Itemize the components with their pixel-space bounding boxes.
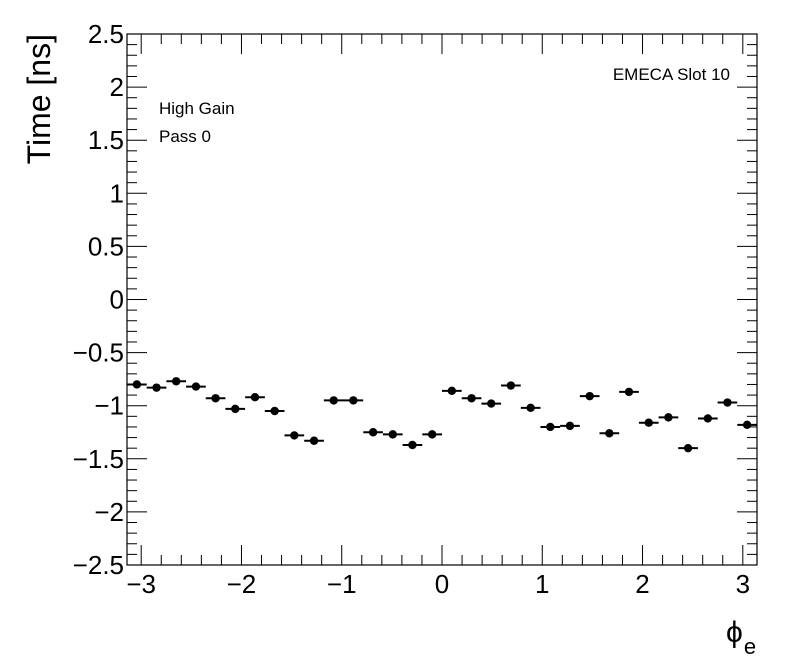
y-tick-label: −1.5 [73,444,124,474]
data-point-marker [605,429,614,438]
data-point-marker [506,381,516,390]
data-point [520,403,541,413]
data-point-marker [171,377,181,386]
data-point [540,422,561,432]
y-tick-label: 1.5 [88,125,124,155]
data-point-marker [250,393,260,402]
x-axis-title-subscript: e [744,634,756,659]
data-point [363,428,383,437]
data-point-marker [349,396,358,405]
data-point-marker [132,380,142,389]
data-point [422,430,443,439]
data-point-marker [329,396,338,405]
x-tick-label: 1 [535,569,549,599]
data-point-marker [368,428,378,437]
x-axis-title: ϕe [726,616,756,659]
x-tick-label: 3 [736,569,750,599]
x-tick-label: 0 [435,569,449,599]
data-point [146,383,167,392]
data-point-marker [408,440,417,450]
data-point-marker [427,430,437,439]
data-point [264,406,285,416]
data-point-marker [644,418,653,427]
y-tick-label: 2 [110,72,124,102]
y-tick-label: −2.5 [73,550,124,580]
x-tick-label: 2 [635,569,649,599]
data-point [697,414,718,423]
pass-label: Pass 0 [159,127,211,146]
y-axis-title: Time [ns] [21,34,57,164]
data-point [717,398,738,407]
data-point [402,440,423,450]
gain-label: High Gain [159,99,235,118]
data-point [658,413,679,422]
x-tick-label: −1 [327,569,357,599]
y-tick-label: −2 [94,497,124,527]
data-point [225,404,246,414]
data-point [678,443,698,453]
data-point [737,420,757,430]
x-axis-title-symbol: ϕ [726,616,743,649]
y-tick-label: 0.5 [88,231,124,261]
data-point-marker [703,414,713,423]
data-point-marker [447,386,457,396]
data-point [284,431,305,440]
data-point [599,429,620,438]
data-point [501,381,521,390]
data-point [382,430,403,439]
data-point-marker [388,430,397,439]
data-points [127,377,757,453]
data-point-marker [467,394,476,403]
data-point [481,399,502,408]
data-point-marker [683,443,693,453]
data-point [343,396,364,405]
data-point [245,393,265,402]
data-point [323,396,344,405]
data-point-marker [191,382,201,391]
plot-frame [126,33,758,566]
data-point-marker [290,431,299,440]
data-point-marker [487,399,496,408]
data-point-marker [211,394,220,403]
tick-labels: −2.5 −2 −1.5 −1 −0.5 0 0.5 1 1.5 2 2.5 −3 −2 −1 0 1 2 3 [73,19,750,599]
y-tick-label: −0.5 [73,338,124,368]
y-tick-label: 0 [110,285,124,315]
data-point [560,421,580,431]
data-point [205,394,226,403]
x-tick-label: −3 [126,569,156,599]
data-point-marker [270,406,279,416]
data-point-marker [723,398,732,407]
data-point [304,436,324,445]
y-tick-label: −1 [94,391,124,421]
data-point [441,386,462,396]
data-point-marker [624,387,634,397]
data-point [461,394,482,403]
slot-label: EMECA Slot 10 [613,65,730,84]
x-tick-label: −2 [227,569,257,599]
data-point [619,387,639,397]
y-tick-label: 2.5 [88,19,124,49]
data-point-marker [546,422,555,432]
data-point-marker [664,413,673,422]
data-point [638,418,659,427]
data-point-marker [585,391,594,401]
data-point-marker [565,421,575,431]
data-point [127,380,147,389]
data-point-marker [742,420,752,430]
data-point-marker [309,436,319,445]
data-point-marker [526,403,535,413]
data-point-marker [152,383,161,392]
data-point [166,377,187,386]
data-point [186,382,206,391]
data-point [579,391,600,401]
data-point-marker [231,404,240,414]
y-tick-label: 1 [110,178,124,208]
